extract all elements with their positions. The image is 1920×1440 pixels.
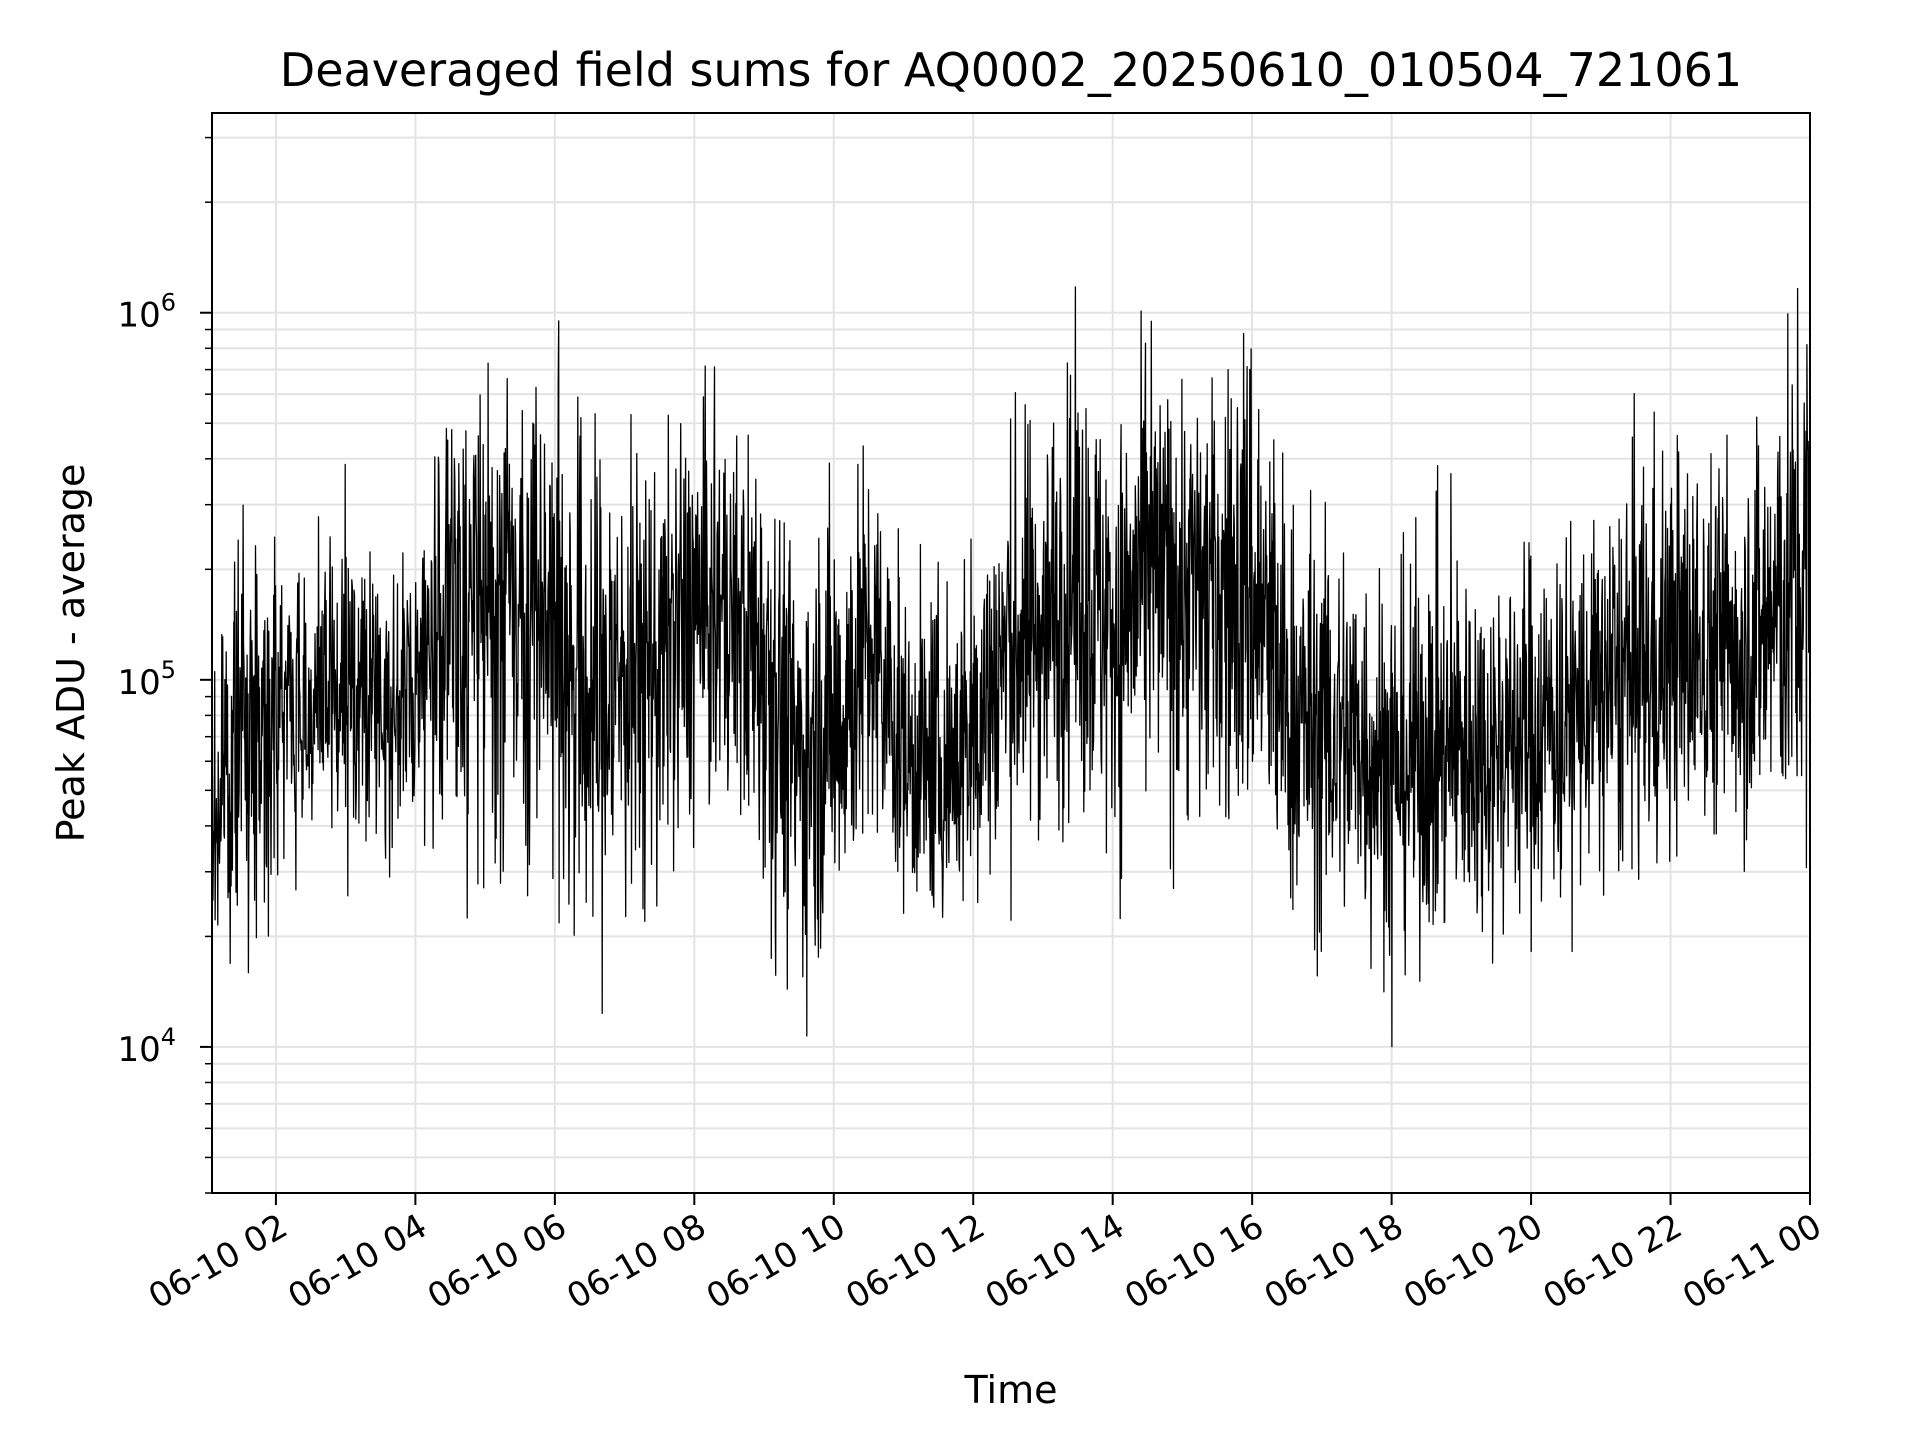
data-series xyxy=(212,286,1810,1048)
chart-title: Deaveraged field sums for AQ0002_2025061… xyxy=(280,43,1742,97)
y-tick-label: 105 xyxy=(117,656,176,703)
x-tick-label: 06-10 08 xyxy=(560,1206,712,1317)
x-tick-label: 06-10 06 xyxy=(421,1206,573,1317)
y-axis-label: Peak ADU - average xyxy=(49,464,93,843)
y-axis: 104 105 106 xyxy=(117,136,212,1194)
x-tick-label: 06-10 16 xyxy=(1118,1206,1270,1317)
series-line xyxy=(212,286,1810,1048)
x-tick-label: 06-10 14 xyxy=(979,1206,1131,1317)
y-tick-label: 104 xyxy=(117,1023,176,1070)
x-tick-label: 06-10 02 xyxy=(142,1206,294,1317)
x-axis-label: Time xyxy=(964,1368,1058,1412)
x-tick-label: 06-10 20 xyxy=(1397,1206,1549,1317)
x-tick-label: 06-11 00 xyxy=(1676,1206,1828,1317)
plot-frame xyxy=(211,112,1811,1194)
x-tick-label: 06-10 10 xyxy=(700,1206,852,1317)
x-tick-label: 06-10 04 xyxy=(281,1206,433,1317)
x-tick-label: 06-10 22 xyxy=(1537,1206,1689,1317)
x-tick-label: 06-10 18 xyxy=(1258,1206,1410,1317)
x-tick-label: 06-10 12 xyxy=(839,1206,991,1317)
y-tick-label: 106 xyxy=(117,289,176,336)
